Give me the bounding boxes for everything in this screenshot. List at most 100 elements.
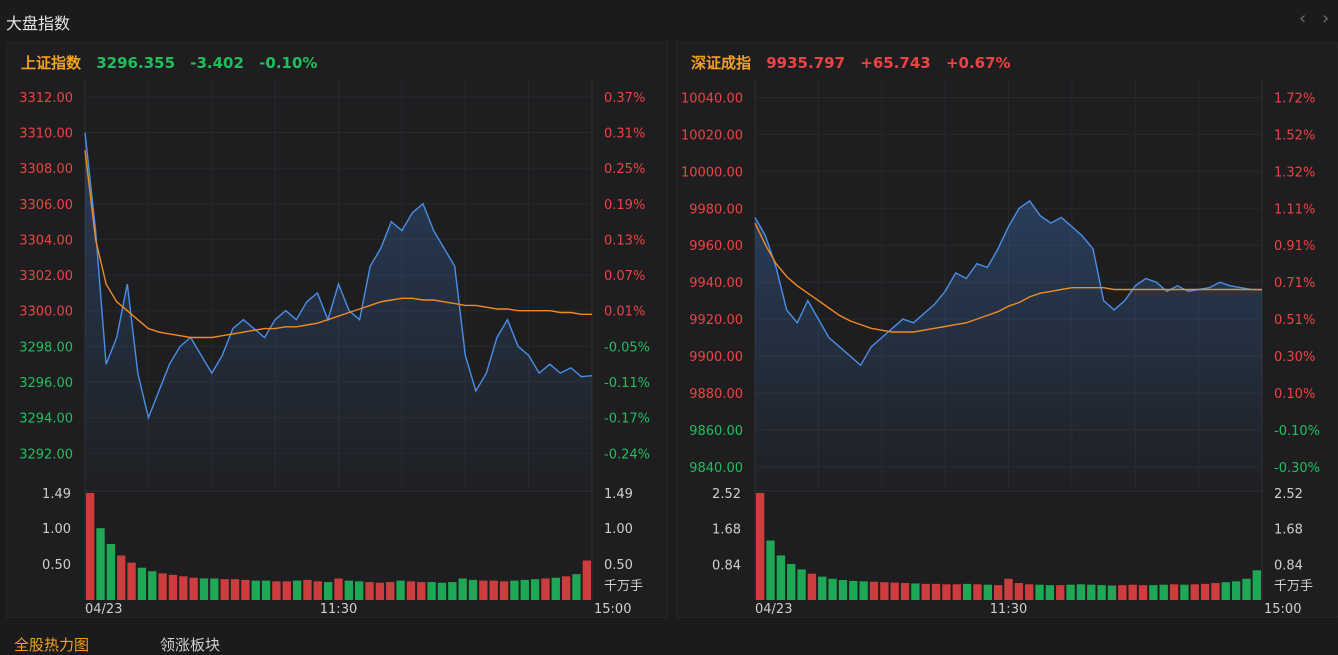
volume-bar: [241, 579, 250, 600]
volume-bar: [179, 576, 188, 600]
volume-bar: [1200, 583, 1210, 600]
index-price: 9935.797: [766, 54, 846, 72]
price-area: [755, 200, 1262, 489]
volume-bar: [1159, 584, 1168, 600]
volume-bar: [375, 582, 385, 600]
volume-bar: [148, 571, 157, 600]
pct-tick-label: 1.72%: [1274, 91, 1315, 106]
volume-bar: [1118, 585, 1127, 600]
price-tick-label: 3302.00: [19, 269, 73, 284]
volume-bar: [86, 493, 95, 600]
volume-tick-label: 1.49: [604, 487, 633, 502]
price-tick-label: 3300.00: [19, 305, 73, 320]
price-tick-label: 9860.00: [689, 424, 743, 439]
volume-bar: [427, 582, 436, 600]
volume-bar: [993, 585, 1003, 600]
index-panel-shenzhen[interactable]: 深证成指 9935.797 +65.743 +0.67% 10040.00 100…: [676, 42, 1338, 618]
volume-bar: [973, 584, 982, 600]
volume-bar: [828, 578, 837, 600]
volume-bar: [880, 582, 889, 600]
volume-bar: [210, 578, 219, 600]
volume-bar: [962, 583, 972, 600]
pct-tick-label: 0.31%: [604, 126, 645, 141]
volume-bar: [127, 562, 136, 600]
volume-bar: [117, 555, 126, 600]
price-tick-label: 10040.00: [681, 91, 743, 106]
price-tick-label: 3296.00: [19, 376, 73, 391]
pct-tick-label: 0.51%: [1274, 313, 1315, 328]
volume-bar: [921, 583, 930, 600]
pct-tick-label: -0.10%: [1274, 424, 1320, 439]
index-name: 深证成指: [691, 54, 752, 72]
volume-bar: [189, 577, 198, 600]
volume-bar: [776, 555, 786, 600]
volume-bar: [96, 528, 105, 600]
volume-bar: [1056, 585, 1065, 600]
index-panel-shanghai[interactable]: 上证指数 3296.355 -3.402 -0.10% 3312.00 3310.…: [6, 42, 668, 618]
intraday-chart-shanghai[interactable]: 3312.00 3310.00 3308.00 3306.00 3304.00 3302.…: [7, 43, 669, 619]
volume-tick-label: 0.50: [42, 558, 71, 573]
volume-bar: [1231, 581, 1241, 600]
volume-bar: [520, 579, 529, 600]
tab-leading-sectors[interactable]: 领涨板块: [160, 636, 221, 654]
volume-tick-label: 2.52: [712, 487, 741, 502]
volume-bar: [386, 582, 395, 600]
volume-bar: [869, 581, 879, 600]
time-label-close: 15:00: [1264, 602, 1301, 617]
volume-bar: [479, 580, 488, 600]
volume-bar: [344, 580, 354, 600]
volume-bar: [551, 577, 560, 600]
volume-bar: [137, 567, 147, 600]
pct-tick-label: -0.05%: [604, 340, 650, 355]
volume-bar: [158, 573, 167, 600]
pct-tick-label: 0.07%: [604, 269, 645, 284]
tab-heatmap[interactable]: 全股热力图: [14, 636, 90, 654]
top-bar: 大盘指数 ‹ ›: [0, 0, 1338, 40]
volume-bar: [230, 579, 240, 600]
average-line: [84, 150, 592, 339]
pct-tick-label: 0.13%: [604, 233, 645, 248]
volume-bar: [499, 581, 509, 600]
volume-bar: [1221, 582, 1230, 600]
intraday-chart-shenzhen[interactable]: 10040.00 10020.00 10000.00 9980.00 9960.00 99…: [677, 43, 1338, 619]
volume-bar: [1190, 584, 1199, 600]
volume-tick-label: 0.84: [712, 558, 741, 573]
index-change-pct: -0.10%: [259, 54, 318, 72]
volume-bar: [282, 581, 291, 600]
volume-bar: [572, 574, 581, 600]
volume-bar: [437, 582, 447, 600]
volume-bar: [1066, 584, 1075, 600]
volume-bar: [1242, 578, 1251, 600]
price-tick-label: 3310.00: [19, 126, 73, 141]
volume-bar: [942, 584, 951, 600]
volume-tick-label: 1.00: [42, 522, 71, 537]
price-tick-label: 3294.00: [19, 412, 73, 427]
volume-tick-label: 0.84: [1274, 558, 1303, 573]
volume-bar: [838, 580, 848, 600]
volume-bar: [448, 582, 457, 600]
pct-tick-label: -0.11%: [604, 376, 650, 391]
pct-tick-label: 0.91%: [1274, 239, 1315, 254]
pct-tick-label: 0.10%: [1274, 387, 1315, 402]
price-tick-label: 9880.00: [689, 387, 743, 402]
index-change: -3.402: [190, 54, 244, 72]
volume-bar: [911, 583, 920, 600]
volume-bar: [334, 578, 343, 600]
volume-bar: [292, 580, 302, 600]
price-tick-label: 9840.00: [689, 461, 743, 476]
volume-bar: [818, 576, 827, 600]
price-tick-label: 9940.00: [689, 276, 743, 291]
price-tick-label: 3298.00: [19, 340, 73, 355]
volume-bar: [1252, 570, 1261, 600]
volume-bar: [1004, 578, 1013, 600]
pct-tick-label: 0.37%: [604, 91, 645, 106]
volume-bar: [251, 580, 260, 600]
pct-tick-label: -0.17%: [604, 412, 650, 427]
chevron-left-icon[interactable]: ‹: [1299, 8, 1307, 29]
pct-tick-label: -0.24%: [604, 447, 650, 462]
chevron-right-icon[interactable]: ›: [1322, 8, 1330, 29]
time-label-noon: 11:30: [320, 602, 357, 617]
volume-bar: [168, 574, 178, 600]
pct-tick-label: 0.71%: [1274, 276, 1315, 291]
volume-bar: [1107, 585, 1117, 600]
